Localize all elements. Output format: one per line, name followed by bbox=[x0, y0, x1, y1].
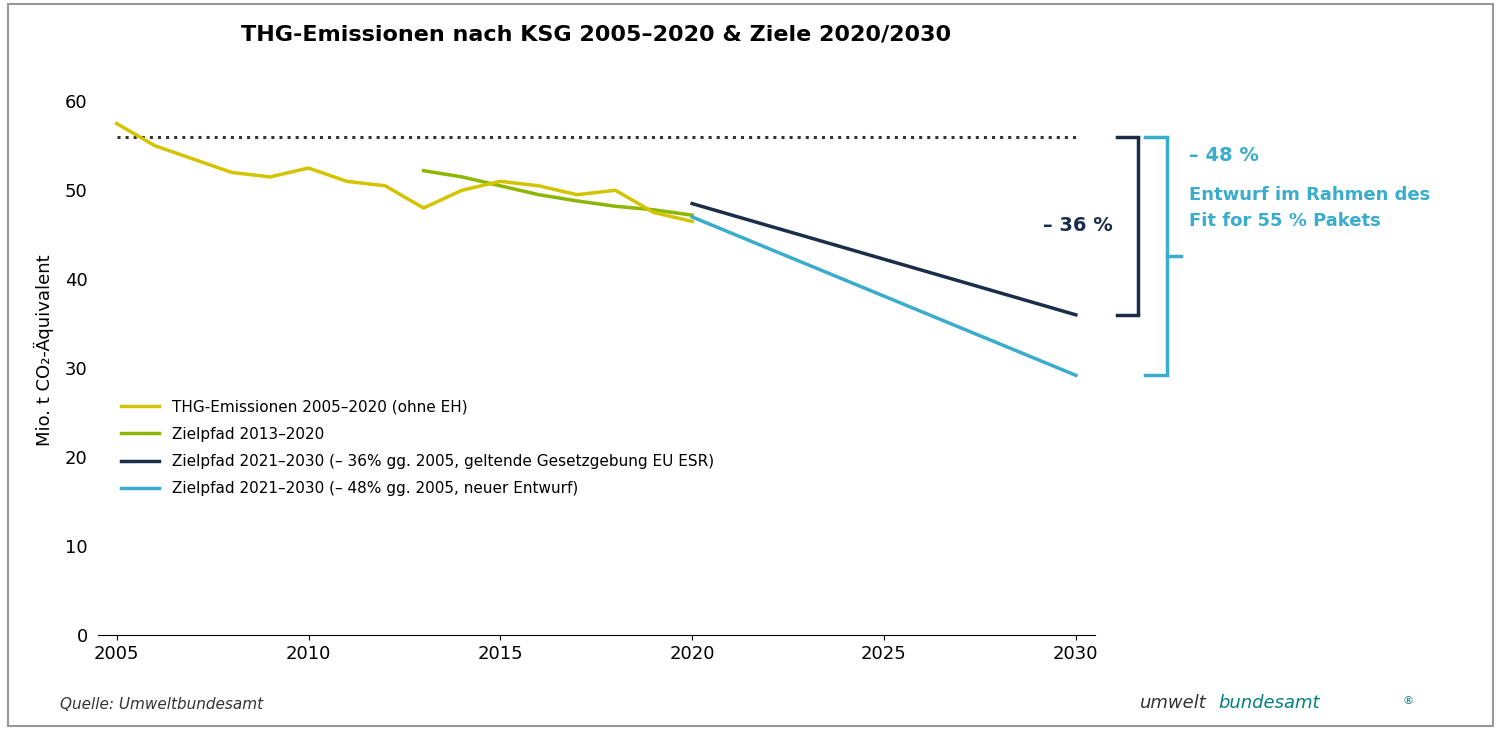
Text: – 48 %: – 48 % bbox=[1188, 146, 1258, 165]
Text: umwelt: umwelt bbox=[1140, 694, 1206, 712]
Text: – 36 %: – 36 % bbox=[1044, 216, 1113, 235]
Legend: THG-Emissionen 2005–2020 (ohne EH), Zielpfad 2013–2020, Zielpfad 2021–2030 (– 36: THG-Emissionen 2005–2020 (ohne EH), Ziel… bbox=[116, 393, 720, 502]
Text: ®: ® bbox=[1402, 696, 1413, 706]
Y-axis label: Mio. t CO₂-Äquivalent: Mio. t CO₂-Äquivalent bbox=[34, 255, 54, 446]
Text: bundesamt: bundesamt bbox=[1218, 694, 1320, 712]
Text: Entwurf im Rahmen des
Fit for 55 % Pakets: Entwurf im Rahmen des Fit for 55 % Paket… bbox=[1188, 186, 1430, 230]
Title: THG-Emissionen nach KSG 2005–2020 & Ziele 2020/2030: THG-Emissionen nach KSG 2005–2020 & Ziel… bbox=[242, 25, 951, 45]
Text: Quelle: Umweltbundesamt: Quelle: Umweltbundesamt bbox=[60, 696, 262, 712]
